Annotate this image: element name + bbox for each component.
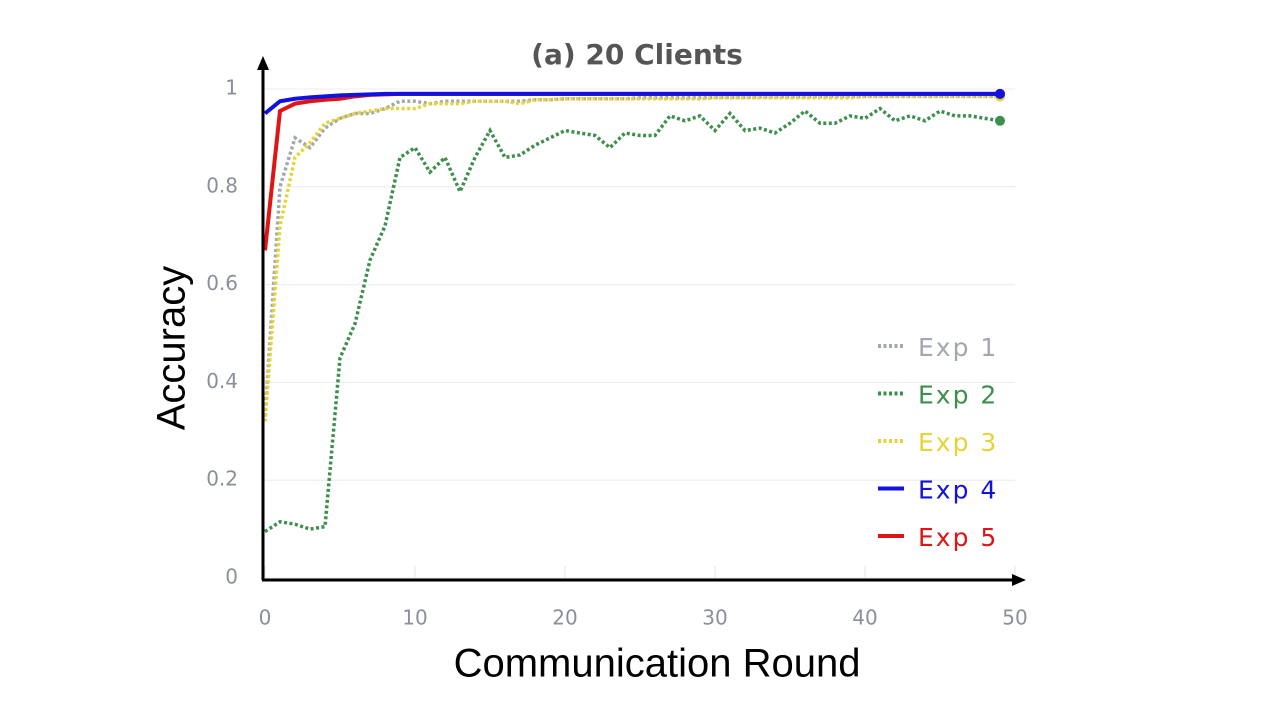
x-tick-label: 20 [552,606,577,630]
legend-label: Exp 1 [918,333,998,362]
x-tick-label: 0 [259,606,272,630]
series-line [263,94,1000,417]
plot-area [263,88,1005,534]
legend-label: Exp 3 [918,428,998,457]
chart-title: (a) 20 Clients [531,38,743,71]
x-tick-label: 10 [402,606,427,630]
legend-label: Exp 5 [918,523,998,552]
y-tick-label: 0.2 [206,467,238,491]
x-axis-arrow [1012,574,1026,586]
series-line [263,91,1000,116]
x-tick-label: 30 [702,606,727,630]
y-axis-arrow [257,56,269,70]
y-tick-label: 0.8 [206,173,238,197]
legend: Exp 1 Exp 2 Exp 3 Exp 4 Exp 5 [878,333,998,552]
series-line [263,91,1000,251]
y-tick-label: 0.6 [206,271,238,295]
legend-label: Exp 4 [918,476,998,505]
series-line [263,94,1000,422]
end-point [995,88,1005,99]
y-tick-label: 0.4 [206,369,238,393]
grid: 00.20.40.60.810 10 20 30 40 50 [206,76,1028,630]
end-point [995,115,1005,126]
y-tick-label: 1 [225,76,238,100]
y-tick-label: 0 [225,565,238,589]
legend-label: Exp 2 [918,381,998,410]
y-axis-label: Accuracy [150,266,194,431]
series-line [264,106,1001,534]
x-tick-label: 50 [1002,606,1027,630]
x-axis-label: Communication Round [454,642,861,686]
x-tick-label: 40 [852,606,877,630]
